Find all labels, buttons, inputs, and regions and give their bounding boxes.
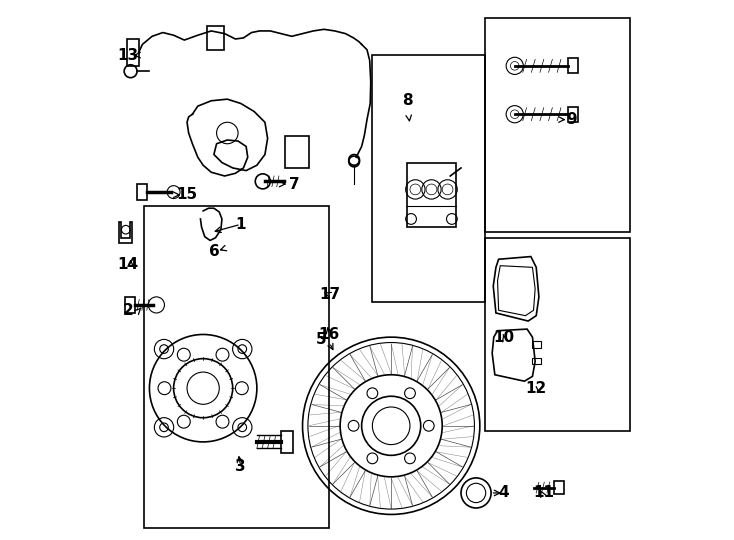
Bar xyxy=(485,17,631,232)
Text: 3: 3 xyxy=(236,458,246,474)
Bar xyxy=(127,39,139,66)
Text: 13: 13 xyxy=(117,48,139,63)
Text: 5: 5 xyxy=(316,332,327,347)
Bar xyxy=(407,163,456,227)
Text: 16: 16 xyxy=(319,327,340,342)
Text: 14: 14 xyxy=(117,257,139,272)
Bar xyxy=(286,136,309,168)
Text: 10: 10 xyxy=(493,329,515,345)
Text: 7: 7 xyxy=(289,177,299,192)
Bar xyxy=(554,481,564,494)
Text: 4: 4 xyxy=(498,485,509,501)
Text: 15: 15 xyxy=(176,187,197,202)
Text: 11: 11 xyxy=(534,485,555,501)
Text: 1: 1 xyxy=(236,217,246,232)
Text: 2: 2 xyxy=(123,303,134,318)
Bar xyxy=(532,357,541,364)
Text: 8: 8 xyxy=(402,93,413,109)
Bar xyxy=(485,238,631,431)
Bar xyxy=(532,341,541,348)
Bar xyxy=(372,55,485,302)
Bar xyxy=(208,26,224,50)
Bar xyxy=(144,206,330,528)
Text: 12: 12 xyxy=(526,381,547,396)
Text: 9: 9 xyxy=(566,112,576,127)
Text: 17: 17 xyxy=(319,287,340,302)
Text: 6: 6 xyxy=(208,244,219,259)
